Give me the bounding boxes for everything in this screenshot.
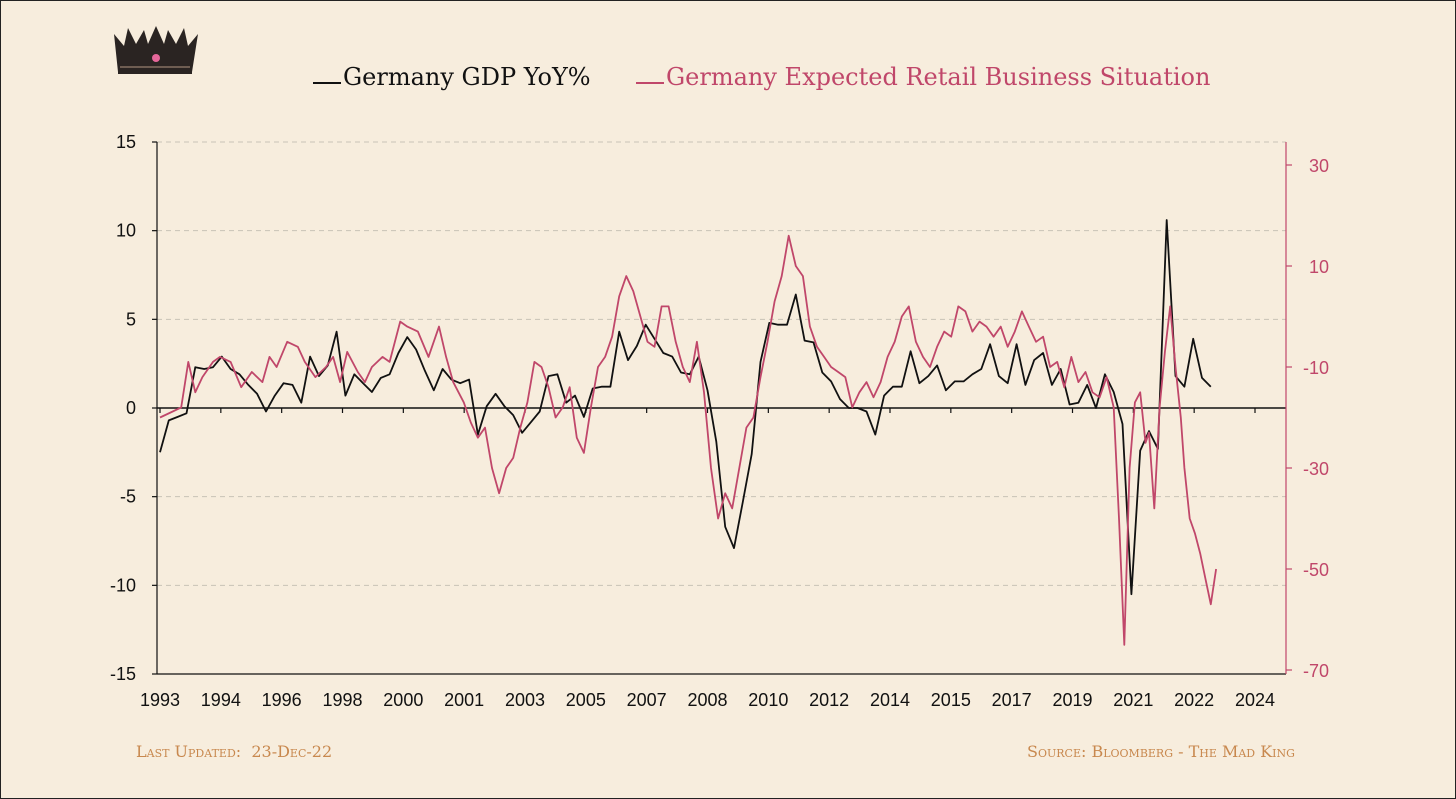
source-note: Source: Bloomberg - The Mad King xyxy=(1027,742,1295,761)
last-updated-label: Last Updated: xyxy=(136,742,242,761)
x-axis-tick-label: 2008 xyxy=(687,690,727,710)
x-axis-tick-label: 2015 xyxy=(931,690,971,710)
x-axis-tick-label: 2024 xyxy=(1235,690,1275,710)
left-axis-tick-label: 15 xyxy=(116,132,136,152)
x-axis-tick-label: 1996 xyxy=(262,690,302,710)
x-axis-tick-label: 2019 xyxy=(1052,690,1092,710)
series-layer xyxy=(159,219,1217,646)
last-updated: Last Updated: 23-Dec-22 xyxy=(136,742,332,761)
right-axis-tick-label: -50 xyxy=(1303,560,1329,580)
x-axis-tick-label: 2003 xyxy=(505,690,545,710)
right-axis-tick-label: -30 xyxy=(1303,459,1329,479)
x-axis-tick-label: 2001 xyxy=(444,690,484,710)
x-axis-tick-label: 2014 xyxy=(870,690,910,710)
x-axis-tick-label: 2005 xyxy=(566,690,606,710)
left-axis-tick-label: -15 xyxy=(110,664,136,684)
crown-icon xyxy=(114,26,198,74)
right-axis-tick-label: -70 xyxy=(1303,661,1329,681)
left-axis-tick-label: -10 xyxy=(110,575,136,595)
crown-icon-jewel xyxy=(152,54,160,62)
x-axis-tick-label: 2017 xyxy=(992,690,1032,710)
x-axis-tick-label: 1993 xyxy=(140,690,180,710)
left-axis-tick-label: 10 xyxy=(116,221,136,241)
x-axis-tick-label: 2022 xyxy=(1174,690,1214,710)
last-updated-value: 23-Dec-22 xyxy=(251,742,333,761)
crown-icon-body xyxy=(114,26,198,72)
left-axis-tick-label: 0 xyxy=(126,398,136,418)
right-axis-tick-label: 10 xyxy=(1309,257,1329,277)
x-axis-tick-label: 2012 xyxy=(809,690,849,710)
crown-icon-band xyxy=(118,64,192,74)
x-axis-tick-label: 2010 xyxy=(748,690,788,710)
right-axis-tick-label: -10 xyxy=(1303,358,1329,378)
legend-gdp-label: Germany GDP YoY% xyxy=(343,63,591,91)
gridlines xyxy=(157,141,1286,586)
x-axis-tick-label: 2007 xyxy=(627,690,667,710)
x-axis-tick-label: 2021 xyxy=(1113,690,1153,710)
series-retail-line xyxy=(159,234,1217,646)
x-axis-tick-label: 2000 xyxy=(383,690,423,710)
left-axis-tick-label: 5 xyxy=(126,309,136,329)
right-axis-tick-label: 30 xyxy=(1309,156,1329,176)
left-axis-tick-label: -5 xyxy=(120,487,136,507)
x-axis-tick-label: 1994 xyxy=(201,690,241,710)
series-gdp-line xyxy=(159,219,1212,596)
crown-icon-band-line xyxy=(120,66,190,68)
legend: Germany GDP YoY% Germany Expected Retail… xyxy=(313,63,1210,91)
x-axis-tick-label: 1998 xyxy=(322,690,362,710)
axes: 15 10 5 0 -5 -10 -15 30 10 -10 -30 -50 -70 1993 1994 19… xyxy=(110,132,1329,710)
legend-retail-label: Germany Expected Retail Business Situati… xyxy=(666,63,1210,91)
